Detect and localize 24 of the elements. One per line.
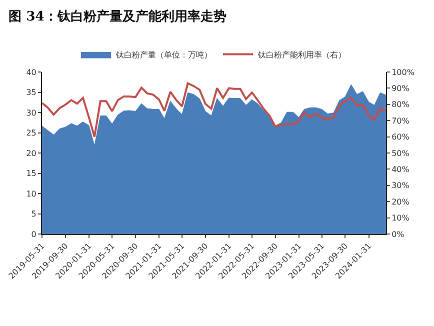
y-tick-label: 40 — [26, 68, 36, 77]
chart-title: 图 34：钛白粉产量及产能利用率走势 — [8, 8, 226, 25]
y-tick-label: 20 — [26, 148, 36, 158]
y2-tick-label: 0% — [392, 230, 405, 239]
y2-tick-label: 20% — [392, 197, 410, 206]
y2-tick-label: 60% — [392, 132, 410, 142]
y-tick-label: 30 — [26, 108, 36, 118]
y-tick-label: 35 — [26, 88, 36, 98]
y2-tick-label: 80% — [392, 100, 410, 110]
y-tick-label: 5 — [31, 210, 36, 219]
y2-tick-label: 10% — [392, 214, 410, 223]
y-tick-label: 10 — [26, 189, 36, 198]
y2-tick-label: 90% — [392, 84, 410, 93]
y-tick-label: 0 — [31, 230, 36, 239]
legend-label: 钛白粉产能利用率（右） — [257, 50, 346, 60]
y2-tick-label: 50% — [392, 148, 410, 158]
y-tick-label: 25 — [26, 128, 36, 138]
line-series — [42, 82, 386, 138]
y2-tick-label: 70% — [392, 116, 410, 126]
y-tick-label: 15 — [26, 169, 36, 178]
y2-tick-label: 40% — [392, 165, 410, 174]
y2-tick-label: 100% — [392, 68, 415, 77]
y2-tick-label: 30% — [392, 181, 410, 190]
legend-label: 钛白粉产量（单位：万吨） — [115, 50, 212, 60]
